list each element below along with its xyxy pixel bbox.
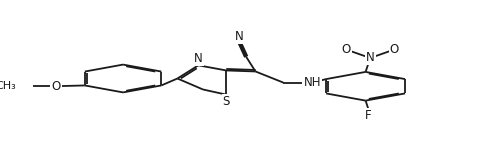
- Text: S: S: [223, 95, 230, 108]
- Text: F: F: [365, 109, 372, 122]
- Text: CH₃: CH₃: [0, 81, 16, 91]
- Text: O: O: [342, 43, 351, 56]
- Text: O: O: [390, 43, 399, 56]
- Text: NH: NH: [303, 76, 321, 89]
- Text: N: N: [366, 51, 374, 65]
- Text: N: N: [194, 52, 203, 65]
- Text: N: N: [236, 30, 244, 43]
- Text: O: O: [51, 80, 61, 93]
